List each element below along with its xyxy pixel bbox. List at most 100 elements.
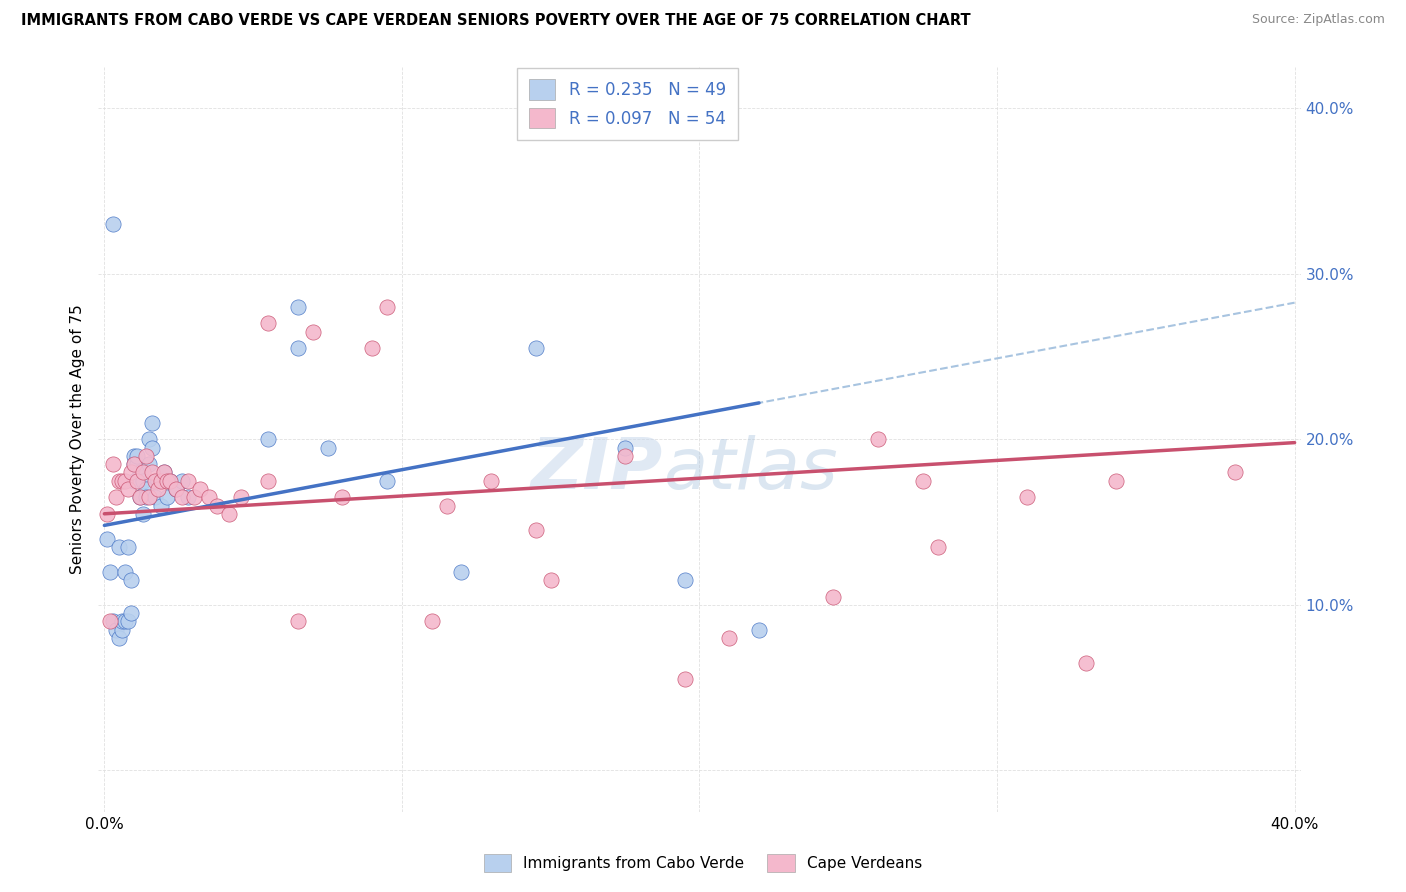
- Point: [257, 474, 280, 488]
- Legend: R = 0.235   N = 49, R = 0.097   N = 54: R = 0.235 N = 49, R = 0.097 N = 54: [517, 68, 738, 140]
- Point: [111, 615, 134, 629]
- Point: [479, 474, 502, 488]
- Point: [176, 490, 198, 504]
- Point: [138, 490, 160, 504]
- Point: [524, 341, 547, 355]
- Point: [105, 623, 128, 637]
- Point: [316, 441, 339, 455]
- Point: [614, 449, 637, 463]
- Point: [111, 474, 134, 488]
- Legend: Immigrants from Cabo Verde, Cape Verdeans: Immigrants from Cabo Verde, Cape Verdean…: [477, 846, 929, 880]
- Point: [103, 615, 125, 629]
- Point: [420, 615, 443, 629]
- Point: [911, 474, 934, 488]
- Point: [287, 615, 309, 629]
- Point: [135, 482, 157, 496]
- Point: [231, 490, 253, 504]
- Text: Source: ZipAtlas.com: Source: ZipAtlas.com: [1251, 13, 1385, 27]
- Point: [153, 466, 176, 480]
- Point: [170, 474, 193, 488]
- Point: [146, 482, 169, 496]
- Point: [141, 416, 163, 430]
- Point: [866, 432, 889, 446]
- Point: [117, 540, 139, 554]
- Point: [122, 457, 145, 471]
- Point: [1223, 466, 1246, 480]
- Point: [165, 482, 187, 496]
- Point: [170, 490, 193, 504]
- Point: [129, 466, 152, 480]
- Point: [114, 565, 136, 579]
- Point: [141, 466, 163, 480]
- Point: [138, 432, 160, 446]
- Point: [159, 474, 181, 488]
- Point: [105, 490, 128, 504]
- Point: [156, 474, 179, 488]
- Point: [748, 623, 770, 637]
- Point: [540, 573, 562, 587]
- Point: [149, 499, 172, 513]
- Point: [108, 540, 131, 554]
- Point: [96, 532, 118, 546]
- Text: IMMIGRANTS FROM CABO VERDE VS CAPE VERDEAN SENIORS POVERTY OVER THE AGE OF 75 CO: IMMIGRANTS FROM CABO VERDE VS CAPE VERDE…: [21, 13, 970, 29]
- Point: [138, 457, 160, 471]
- Point: [197, 490, 219, 504]
- Point: [114, 474, 136, 488]
- Point: [120, 466, 142, 480]
- Point: [143, 490, 166, 504]
- Point: [823, 590, 845, 604]
- Point: [114, 615, 136, 629]
- Point: [159, 474, 181, 488]
- Point: [132, 466, 155, 480]
- Point: [1076, 656, 1098, 670]
- Point: [127, 457, 149, 471]
- Point: [332, 490, 354, 504]
- Point: [524, 524, 547, 538]
- Point: [183, 490, 205, 504]
- Point: [135, 449, 157, 463]
- Point: [111, 623, 134, 637]
- Point: [98, 565, 121, 579]
- Point: [129, 490, 152, 504]
- Point: [301, 325, 323, 339]
- Point: [718, 631, 741, 645]
- Point: [218, 507, 240, 521]
- Point: [257, 317, 280, 331]
- Point: [127, 474, 149, 488]
- Point: [103, 457, 125, 471]
- Point: [207, 499, 229, 513]
- Point: [153, 466, 176, 480]
- Point: [361, 341, 384, 355]
- Point: [436, 499, 458, 513]
- Point: [156, 490, 179, 504]
- Point: [127, 449, 149, 463]
- Point: [927, 540, 949, 554]
- Point: [122, 474, 145, 488]
- Point: [141, 441, 163, 455]
- Point: [614, 441, 637, 455]
- Text: atlas: atlas: [664, 434, 838, 504]
- Point: [117, 615, 139, 629]
- Point: [132, 474, 155, 488]
- Point: [673, 673, 696, 687]
- Y-axis label: Seniors Poverty Over the Age of 75: Seniors Poverty Over the Age of 75: [70, 304, 86, 574]
- Point: [103, 217, 125, 231]
- Point: [450, 565, 472, 579]
- Point: [1105, 474, 1128, 488]
- Point: [287, 300, 309, 314]
- Point: [673, 573, 696, 587]
- Point: [149, 474, 172, 488]
- Point: [287, 341, 309, 355]
- Point: [108, 474, 131, 488]
- Point: [122, 449, 145, 463]
- Point: [375, 474, 398, 488]
- Point: [176, 474, 198, 488]
- Point: [143, 474, 166, 488]
- Point: [135, 490, 157, 504]
- Point: [96, 507, 118, 521]
- Point: [257, 432, 280, 446]
- Point: [1015, 490, 1038, 504]
- Point: [117, 482, 139, 496]
- Point: [98, 615, 121, 629]
- Point: [132, 507, 155, 521]
